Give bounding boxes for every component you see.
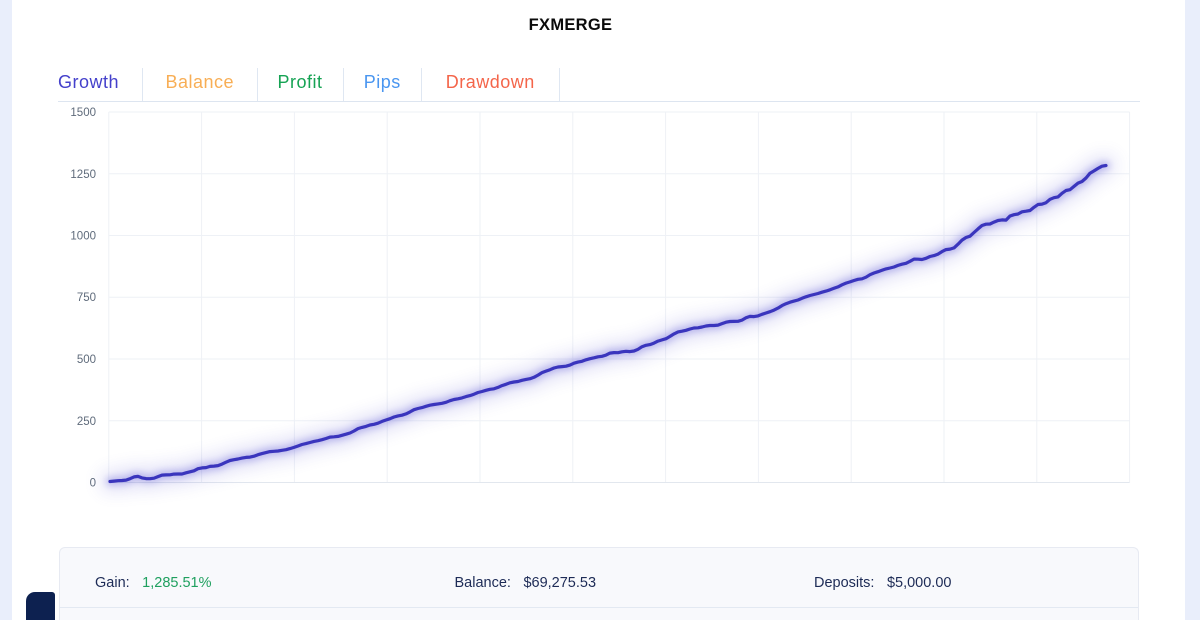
svg-text:1500: 1500 [70, 107, 96, 119]
svg-text:1250: 1250 [70, 169, 96, 181]
svg-text:1000: 1000 [70, 231, 96, 243]
svg-text:750: 750 [77, 292, 96, 304]
svg-text:250: 250 [77, 416, 96, 428]
svg-text:0: 0 [90, 478, 96, 490]
svg-text:500: 500 [77, 354, 96, 366]
